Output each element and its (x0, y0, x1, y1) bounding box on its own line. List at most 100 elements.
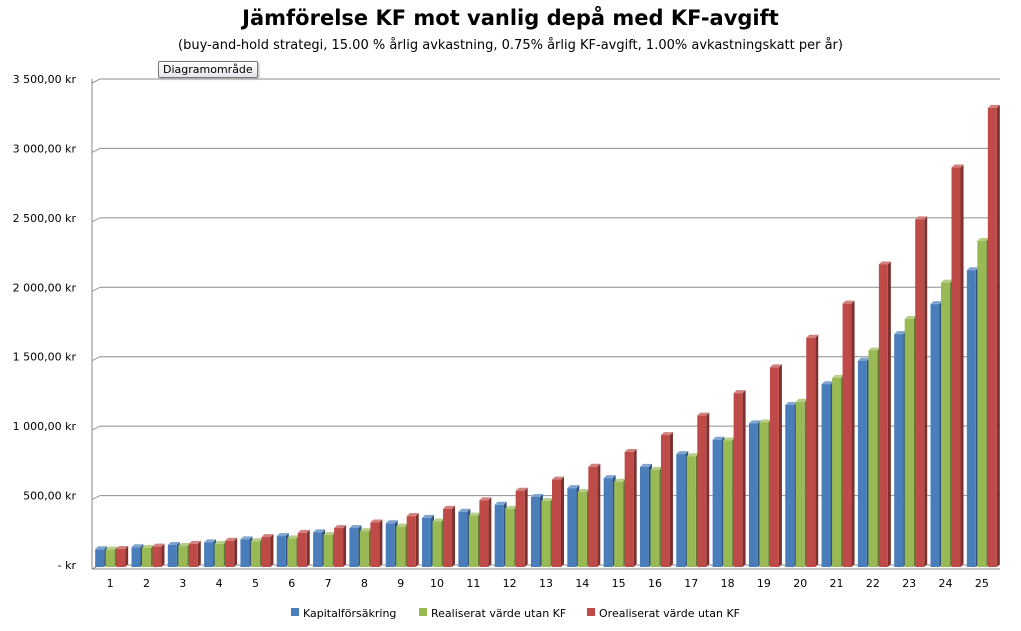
bar-3 (878, 264, 888, 567)
bar-top (639, 463, 652, 467)
bar-2 (505, 508, 515, 567)
gridline-depth (91, 356, 101, 362)
bar-2 (868, 350, 878, 567)
bar-1 (240, 539, 250, 567)
bar-side (996, 104, 1000, 568)
bar-side (633, 449, 637, 567)
x-tick-label: 19 (757, 577, 771, 590)
y-tick-label: 3 000,00 kr (13, 142, 77, 155)
bar-top (95, 546, 108, 550)
bar-1 (712, 439, 722, 567)
bar-top (723, 437, 736, 441)
bar-top (479, 497, 492, 501)
bar-2 (323, 534, 333, 567)
x-tick-label: 2 (143, 577, 150, 590)
legend-label: Orealiserat värde utan KF (599, 607, 740, 620)
bar-top (432, 518, 445, 522)
x-tick-label: 6 (288, 577, 295, 590)
x-tick-label: 12 (503, 577, 517, 590)
bar-top (552, 476, 564, 480)
legend-label: Kapitalförsäkring (303, 607, 396, 620)
bar-top (567, 485, 580, 489)
bar-top (188, 540, 201, 544)
y-tick-label: 1 000,00 kr (13, 420, 77, 433)
bar-1 (603, 478, 613, 567)
bar-3 (406, 516, 416, 567)
bar-1 (458, 511, 468, 567)
bar-side (306, 529, 310, 567)
bar-top (977, 237, 990, 241)
bar-top (287, 535, 300, 539)
bar-top (806, 334, 819, 338)
bar-top (323, 531, 336, 535)
bar-2 (723, 440, 733, 567)
bar-2 (396, 526, 406, 567)
bar-side (742, 390, 746, 567)
bar-2 (250, 541, 260, 567)
bar-3 (225, 540, 235, 567)
bar-top (131, 544, 144, 548)
bar-top (396, 523, 409, 527)
bar-top (785, 401, 798, 405)
bar-2 (359, 531, 369, 567)
bar-side (851, 300, 855, 567)
bar-1 (748, 423, 758, 567)
bar-side (706, 412, 710, 567)
bar-2 (795, 401, 805, 567)
bar-2 (105, 549, 115, 567)
x-tick-label: 20 (793, 577, 807, 590)
bar-1 (131, 547, 141, 567)
bar-top (603, 475, 616, 479)
bar-3 (769, 367, 779, 567)
bar-top (930, 301, 943, 305)
x-tick-label: 16 (648, 577, 662, 590)
bar-2 (577, 492, 587, 567)
bar-side (161, 543, 165, 567)
bar-top (624, 449, 637, 453)
bar-top (370, 519, 383, 523)
bar-top (105, 546, 118, 550)
bar-top (821, 381, 834, 385)
bar-top (167, 541, 180, 545)
bar-top (588, 463, 601, 467)
bar-2 (832, 377, 842, 567)
bar-2 (650, 469, 660, 567)
legend-swatch (419, 608, 427, 616)
bar-1 (385, 523, 395, 567)
bar-3 (334, 528, 344, 567)
x-tick-label: 14 (575, 577, 589, 590)
bar-top (614, 478, 627, 482)
bar-top (422, 514, 435, 518)
bar-side (415, 513, 419, 567)
bar-2 (468, 515, 478, 567)
bar-1 (167, 544, 177, 567)
bar-top (297, 529, 310, 533)
bar-top (385, 520, 398, 524)
x-tick-label: 9 (397, 577, 404, 590)
bar-side (343, 525, 347, 567)
gridline-depth (91, 425, 101, 431)
bar-2 (977, 240, 987, 568)
bar-3 (443, 508, 453, 567)
x-tick-label: 25 (975, 577, 989, 590)
y-tick-label: 2 500,00 kr (13, 212, 77, 225)
x-tick-label: 13 (539, 577, 553, 590)
bar-top (141, 544, 154, 548)
bar-3 (152, 546, 162, 567)
gridline-depth (91, 147, 101, 153)
bar-top (531, 493, 543, 497)
bar-side (270, 534, 274, 567)
bar-top (712, 436, 725, 440)
x-tick-label: 7 (325, 577, 332, 590)
x-tick-label: 17 (684, 577, 698, 590)
bar-top (842, 300, 855, 304)
bar-2 (904, 318, 914, 567)
bar-side (524, 487, 528, 567)
bar-3 (297, 532, 307, 567)
bar-top (941, 279, 954, 283)
bar-side (778, 364, 782, 567)
bar-1 (857, 360, 867, 567)
bar-top (868, 347, 881, 351)
x-tick-label: 23 (902, 577, 916, 590)
